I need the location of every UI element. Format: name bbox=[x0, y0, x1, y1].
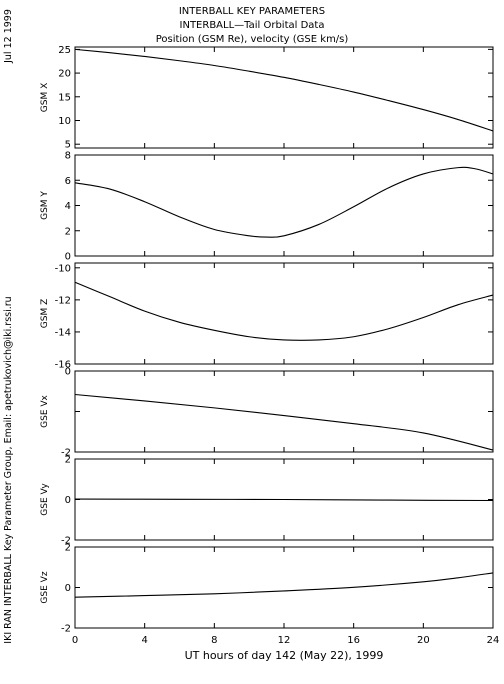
panel-6: 2 0 -2 GSE Vz bbox=[40, 543, 493, 635]
y-tick-label: 4 bbox=[65, 201, 71, 212]
y-axis-label: GSE Vx bbox=[40, 394, 50, 427]
series-line-gse-vy bbox=[75, 499, 493, 500]
y-tick-label: 10 bbox=[58, 116, 71, 127]
series-line-gsm-z bbox=[75, 282, 493, 340]
panel-frame bbox=[75, 155, 493, 256]
panel-frame bbox=[75, 47, 493, 148]
x-axis-label: UT hours of day 142 (May 22), 1999 bbox=[185, 649, 384, 662]
y-tick-label: 15 bbox=[58, 92, 71, 103]
x-tick-label: 20 bbox=[417, 635, 430, 646]
y-axis-label: GSM Y bbox=[40, 191, 50, 220]
y-axis-label: GSM Z bbox=[40, 299, 50, 328]
series-line-gse-vz bbox=[75, 573, 493, 597]
y-axis-label: GSE Vy bbox=[40, 483, 50, 516]
y-axis-label: GSE Vz bbox=[40, 571, 50, 603]
x-axis: 0 4 8 12 16 20 24 bbox=[72, 635, 500, 646]
y-tick-label: 20 bbox=[58, 69, 71, 80]
y-tick-label: -14 bbox=[55, 327, 71, 338]
y-tick-label: -2 bbox=[61, 624, 71, 635]
panel-2: 8 6 4 2 0 GSM Y bbox=[40, 151, 493, 263]
y-axis-label: GSM X bbox=[40, 83, 50, 112]
x-tick-label: 4 bbox=[141, 635, 147, 646]
x-tick-label: 12 bbox=[278, 635, 291, 646]
series-line-gsm-x bbox=[75, 49, 493, 131]
y-tick-label: 2 bbox=[65, 226, 71, 237]
panel-1: 25 20 15 10 5 GSM X bbox=[40, 45, 493, 151]
panel-frame bbox=[75, 263, 493, 364]
chart-title-line-1: INTERBALL KEY PARAMETERS bbox=[179, 6, 325, 17]
y-tick-label: 0 bbox=[65, 583, 71, 594]
y-tick-label: 8 bbox=[65, 151, 71, 162]
y-tick-label: -12 bbox=[55, 295, 71, 306]
y-tick-label: 2 bbox=[65, 455, 71, 466]
credit-label: IKI RAN INTERBALL Key Parameter Group, E… bbox=[3, 296, 14, 643]
x-tick-label: 16 bbox=[347, 635, 360, 646]
x-tick-label: 24 bbox=[487, 635, 500, 646]
y-tick-label: 6 bbox=[65, 176, 71, 187]
series-line-gsm-y bbox=[75, 167, 493, 237]
x-tick-label: 0 bbox=[72, 635, 78, 646]
chart-title-line-3: Position (GSM Re), velocity (GSE km/s) bbox=[156, 34, 349, 45]
y-tick-label: 0 bbox=[65, 495, 71, 506]
x-tick-label: 8 bbox=[211, 635, 217, 646]
y-tick-label: 0 bbox=[65, 252, 71, 263]
y-tick-label: 5 bbox=[65, 140, 71, 151]
date-label: Jul 12 1999 bbox=[3, 9, 14, 64]
y-tick-label: 0 bbox=[65, 367, 71, 378]
y-tick-label: 2 bbox=[65, 543, 71, 554]
y-tick-label: 25 bbox=[58, 45, 71, 56]
panel-frame bbox=[75, 547, 493, 628]
y-tick-label: -10 bbox=[55, 263, 71, 274]
panel-frame bbox=[75, 371, 493, 452]
series-line-gse-vx bbox=[75, 394, 493, 449]
chart-title-line-2: INTERBALL—Tail Orbital Data bbox=[180, 20, 325, 31]
